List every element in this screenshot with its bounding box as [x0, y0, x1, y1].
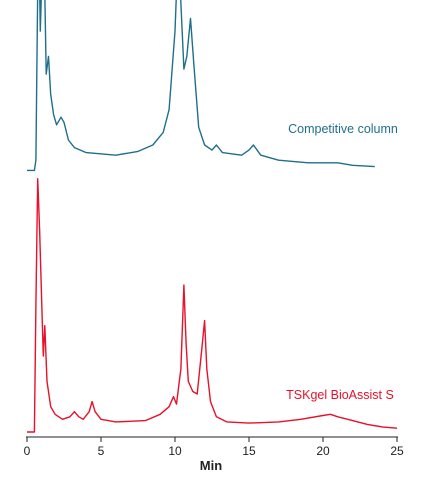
series-label-2: TSKgel BioAssist S: [286, 388, 394, 402]
x-tick-label: 15: [242, 444, 256, 458]
series-label-1: Competitive column: [288, 122, 398, 136]
x-tick-label: 5: [98, 444, 105, 458]
x-tick-label: 25: [390, 444, 404, 458]
x-axis-title: Min: [200, 458, 222, 473]
series-labels: Competitive column TSKgel BioAssist S: [286, 122, 398, 402]
series-traces: [27, 0, 398, 433]
x-tick-label: 20: [316, 444, 330, 458]
x-tick-label: 0: [24, 444, 31, 458]
axes: 0 5 10 15 20 25: [24, 436, 404, 458]
series-line-2: [27, 178, 398, 433]
series-line-1: [27, 0, 375, 172]
x-tick-label: 10: [168, 444, 182, 458]
